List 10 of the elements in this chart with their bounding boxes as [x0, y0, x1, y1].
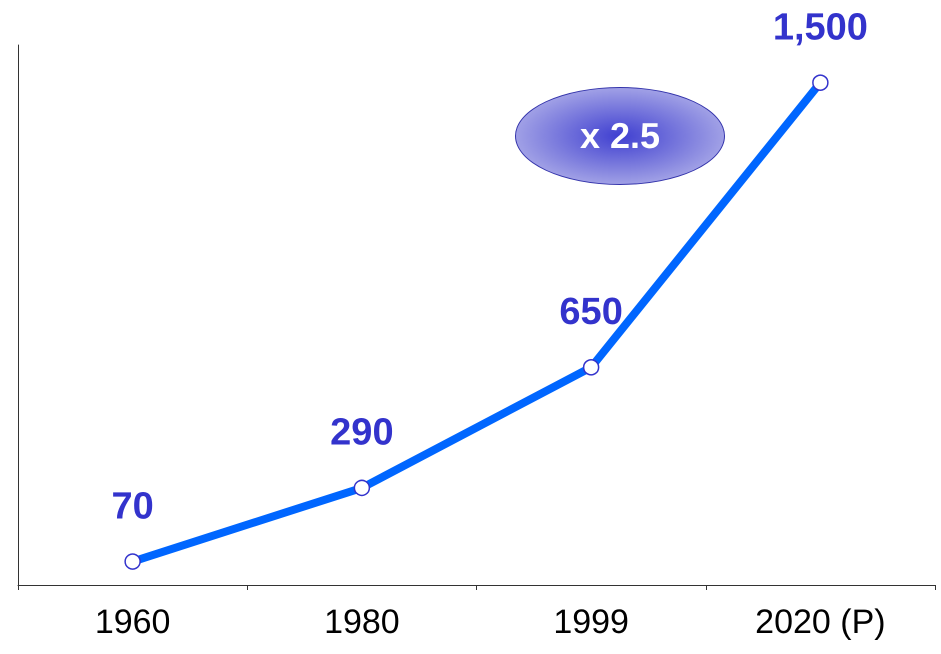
x-tick-label: 1960 [94, 603, 170, 641]
data-label: 1,500 [772, 6, 868, 48]
ellipse-badge: x 2.5 [515, 87, 725, 185]
data-label: 70 [111, 485, 154, 528]
x-tick-label: 1980 [324, 603, 400, 641]
data-label: 650 [559, 291, 623, 334]
x-tick-label: 1999 [553, 603, 629, 641]
data-label: 290 [330, 412, 394, 454]
annotation: x 2.5 [578, 115, 662, 157]
x-tick-label: 2020 (P) [755, 603, 886, 641]
